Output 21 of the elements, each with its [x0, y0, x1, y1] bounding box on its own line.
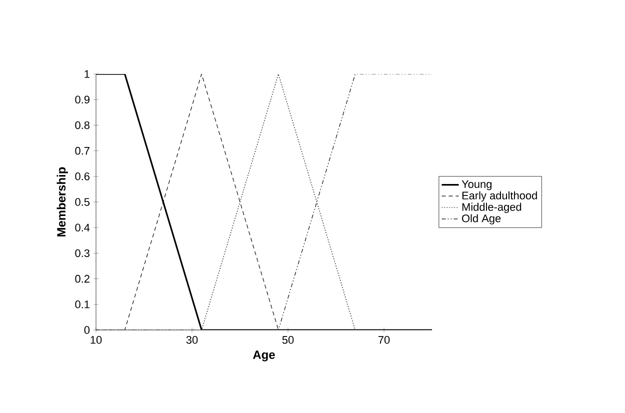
x-tick-label: 50 [282, 336, 294, 344]
x-tick-label: 30 [186, 336, 198, 344]
legend-label: Middle-aged [462, 202, 522, 213]
x-axis-title: Age [253, 350, 275, 362]
y-axis-title: Membership [56, 167, 68, 236]
y-tick-label: 1 [84, 70, 90, 78]
y-tick-label: 0.5 [75, 198, 90, 206]
y-tick-label: 0.3 [75, 249, 90, 258]
x-tick-label: 10 [90, 336, 102, 344]
x-tick-label: 70 [378, 336, 390, 344]
legend-label: Old Age [462, 214, 501, 224]
y-tick-label: 0.8 [75, 121, 90, 130]
y-tick-label: 0.7 [75, 146, 90, 155]
y-tick-label: 0.6 [75, 172, 90, 180]
y-tick-label: 0.4 [75, 224, 90, 232]
y-tick-label: 0 [84, 326, 90, 334]
y-tick-label: 0.9 [75, 96, 90, 104]
legend-label: Early adulthood [462, 191, 537, 202]
legend-label: Young [462, 180, 492, 190]
y-tick-label: 0.1 [75, 300, 90, 308]
y-tick-label: 0.2 [75, 274, 90, 283]
